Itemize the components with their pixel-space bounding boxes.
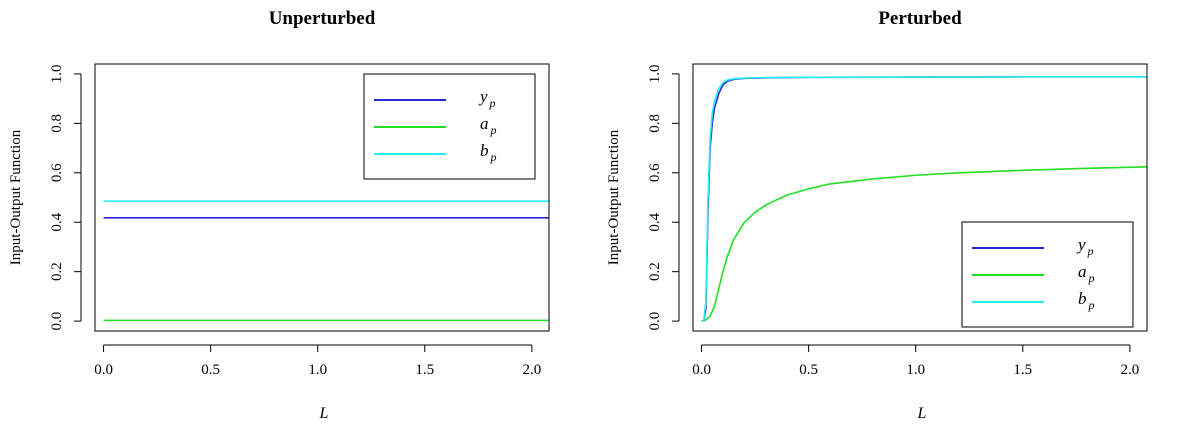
- y-axis-label: Input-Output Function: [8, 129, 24, 265]
- x-axis-label: L: [917, 405, 927, 422]
- series-line-ap: [701, 166, 1147, 322]
- x-tick-label: 0.5: [201, 362, 220, 378]
- y-tick-label: 0.2: [49, 262, 65, 281]
- plot-frame: [94, 63, 550, 332]
- legend: y p a p b p: [363, 73, 536, 180]
- legend: y p a p b p: [961, 221, 1134, 328]
- chart-panel-2: Perturbed 0.0 0.5 1.0 1.5 2.0 L 0.0 0.2 0.4 0.6 0.8…: [606, 8, 1148, 422]
- y-tick-label: 0.0: [647, 312, 663, 331]
- x-tick-label: 2.0: [522, 362, 541, 378]
- series-lines: [103, 200, 549, 322]
- y-tick-label: 0.6: [647, 163, 663, 182]
- plot-frame: [692, 63, 1148, 332]
- x-tick-label: 0.5: [799, 362, 818, 378]
- x-tick-label: 1.5: [415, 362, 434, 378]
- x-axis: 0.0 0.5 1.0 1.5 2.0: [94, 344, 541, 378]
- y-tick-label: 0.2: [647, 262, 663, 281]
- y-tick-label: 1.0: [647, 65, 663, 84]
- series-line-bp: [702, 76, 1147, 322]
- x-tick-label: 1.0: [906, 362, 925, 378]
- y-axis-label: Input-Output Function: [606, 129, 622, 265]
- chart-title: Unperturbed: [269, 8, 376, 29]
- y-tick-label: 0.8: [49, 114, 65, 133]
- y-axis: 0.0 0.2 0.4 0.6 0.8 1.0: [647, 65, 680, 331]
- x-tick-label: 1.0: [308, 362, 327, 378]
- y-tick-label: 0.4: [49, 212, 65, 231]
- x-tick-label: 2.0: [1120, 362, 1139, 378]
- x-tick-label: 0.0: [692, 362, 711, 378]
- y-tick-label: 0.6: [49, 163, 65, 182]
- x-axis: 0.0 0.5 1.0 1.5 2.0: [692, 344, 1139, 378]
- series-lines: [701, 76, 1147, 322]
- x-tick-label: 1.5: [1013, 362, 1032, 378]
- y-tick-label: 0.0: [49, 312, 65, 331]
- y-tick-label: 1.0: [49, 65, 65, 84]
- y-tick-label: 0.8: [647, 114, 663, 133]
- x-axis-label: L: [319, 405, 329, 422]
- y-axis: 0.0 0.2 0.4 0.6 0.8 1.0: [49, 65, 82, 331]
- x-tick-label: 0.0: [94, 362, 113, 378]
- y-tick-label: 0.4: [647, 212, 663, 231]
- chart-title: Perturbed: [878, 8, 962, 29]
